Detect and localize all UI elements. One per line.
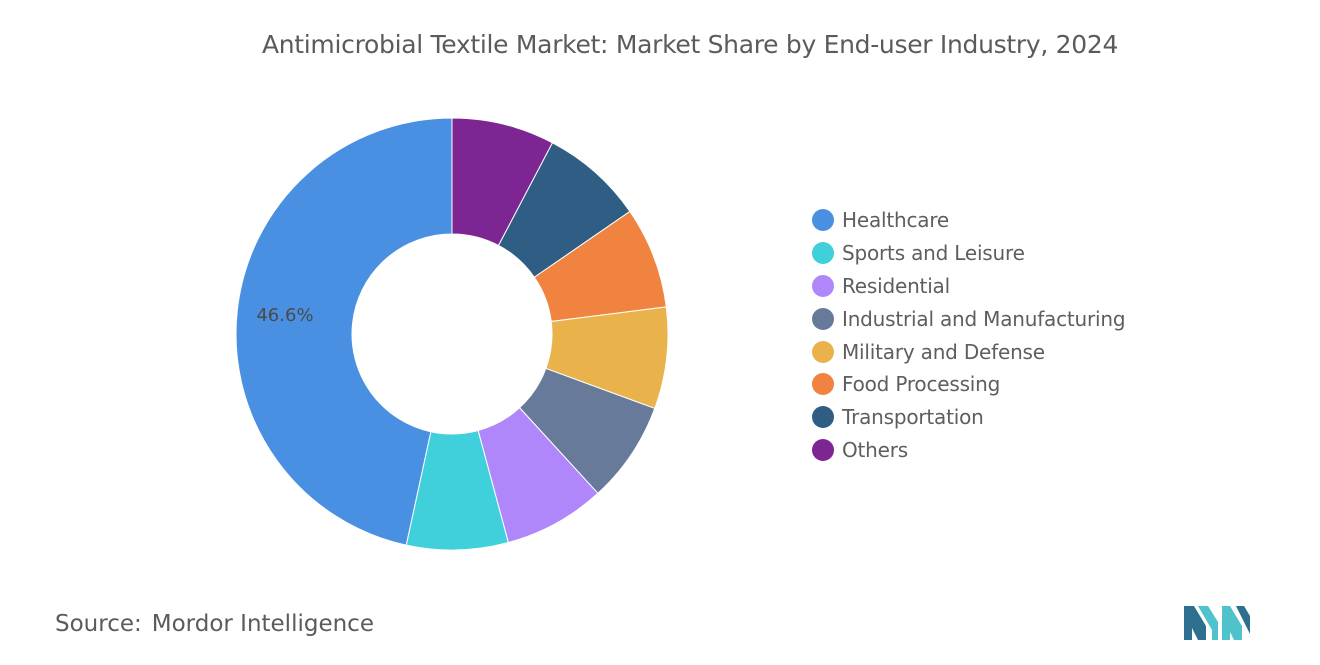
legend-swatch bbox=[812, 242, 834, 265]
legend-label: Residential bbox=[842, 273, 950, 298]
legend-swatch bbox=[812, 373, 834, 396]
legend-swatch bbox=[812, 406, 834, 429]
legend-label: Industrial and Manufacturing bbox=[842, 306, 1126, 331]
legend-item: Military and Defense bbox=[812, 335, 1125, 368]
legend-swatch bbox=[812, 438, 834, 461]
legend-label: Sports and Leisure bbox=[842, 241, 1025, 266]
source-value: Mordor Intelligence bbox=[151, 611, 374, 637]
legend-item: Industrial and Manufacturing bbox=[812, 302, 1126, 335]
legend-swatch bbox=[812, 209, 834, 232]
legend-label: Military and Defense bbox=[842, 339, 1045, 364]
source-line: Source: Mordor Intelligence bbox=[55, 611, 374, 637]
legend-swatch bbox=[812, 274, 834, 297]
mordor-intelligence-logo-icon bbox=[1184, 604, 1250, 644]
legend-label: Healthcare bbox=[842, 208, 950, 233]
data-label-healthcare: 46.6% bbox=[256, 305, 313, 326]
legend-swatch bbox=[812, 340, 834, 363]
legend-item: Residential bbox=[812, 270, 1125, 303]
legend-item: Food Processing bbox=[812, 368, 1125, 401]
legend-item: Transportation bbox=[812, 401, 1125, 434]
legend-label: Transportation bbox=[842, 405, 984, 430]
legend-item: Others bbox=[812, 434, 1125, 467]
slice-healthcare bbox=[235, 117, 453, 546]
source-label: Source: bbox=[55, 611, 142, 637]
legend-swatch bbox=[812, 307, 834, 330]
legend-item: Sports and Leisure bbox=[812, 237, 1125, 270]
legend-item: Healthcare bbox=[812, 204, 1125, 237]
chart-legend: Healthcare Sports and Leisure Residential I… bbox=[812, 204, 1126, 467]
legend-label: Food Processing bbox=[842, 372, 1001, 397]
legend-label: Others bbox=[842, 437, 909, 462]
chart-title: Antimicrobial Textile Market: Market Sha… bbox=[261, 30, 1119, 59]
